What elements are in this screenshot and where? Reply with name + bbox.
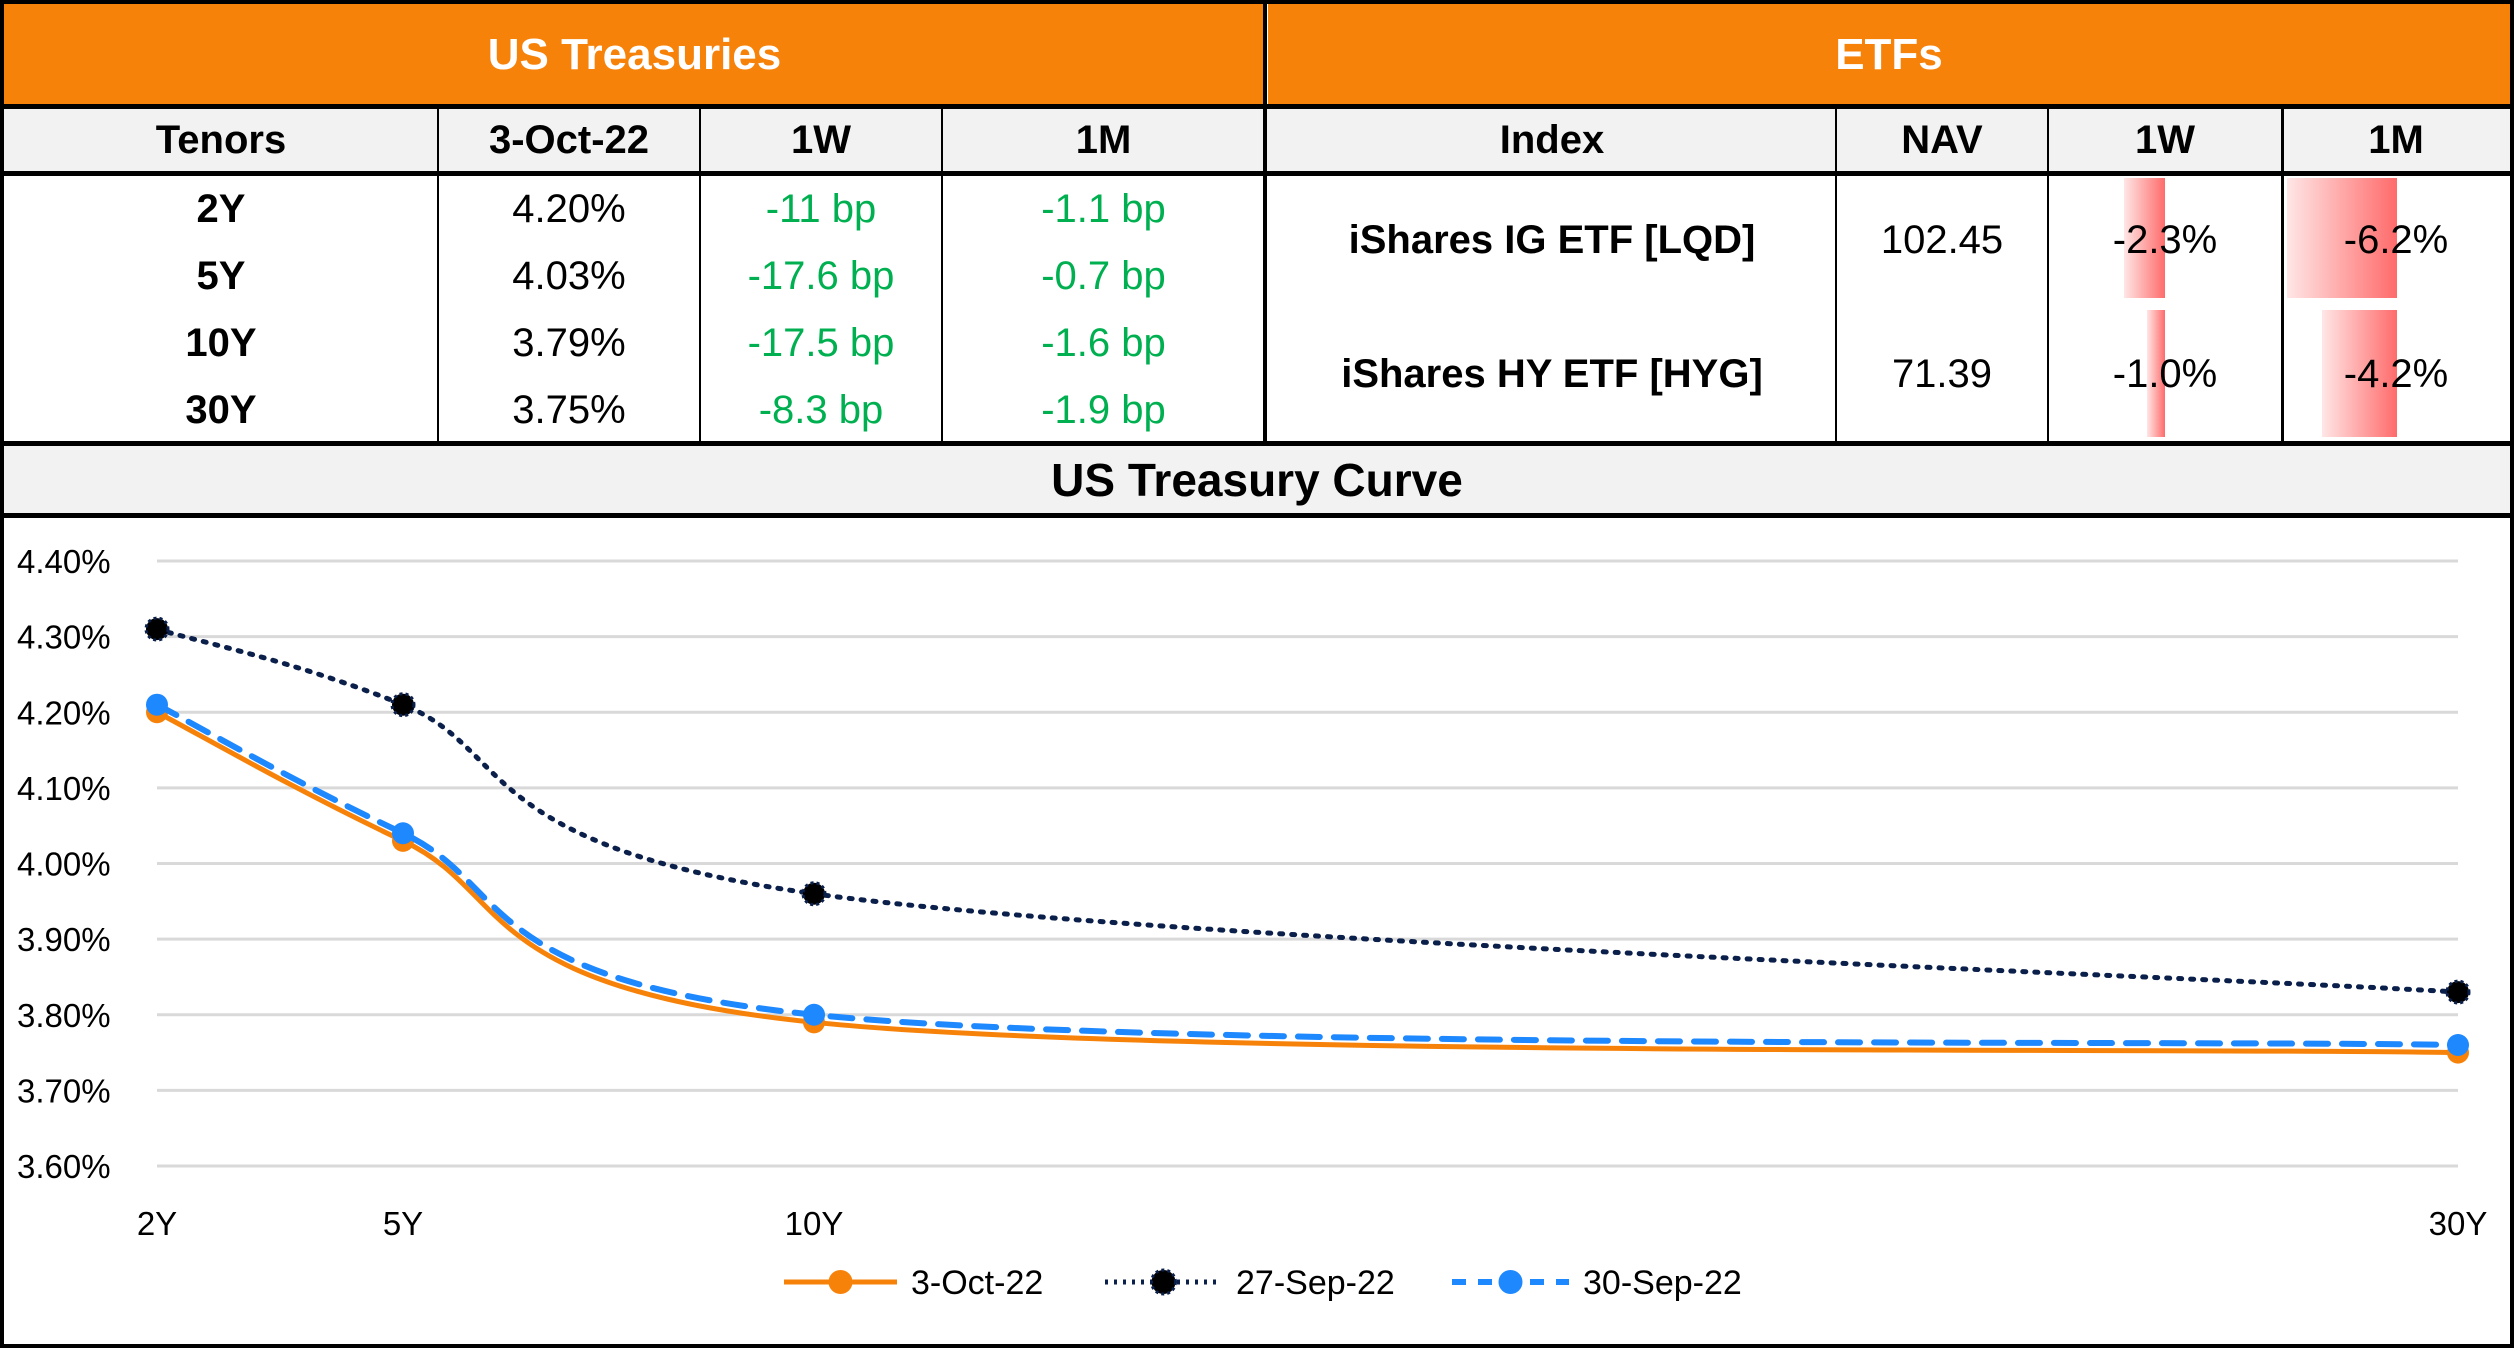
treasury-curve-chart: 4.40% 4.30% 4.20% 4.10% 4.00% 3.90% 3.80% 3.70%… — [17, 543, 2488, 1302]
y-tick-label: 4.40% — [17, 543, 111, 580]
etfs-header: ETFs — [1268, 4, 2510, 106]
y-tick-label: 4.00% — [17, 846, 111, 883]
legend-marker-27-Sep-22 — [1150, 1268, 1177, 1296]
x-tick-label: 5Y — [383, 1205, 423, 1242]
col-header-nav: NAV — [1901, 117, 1983, 162]
series-line-3-Oct-22 — [154, 709, 2461, 1056]
col-divider — [437, 106, 439, 443]
legend-marker-3-Oct-22 — [828, 1270, 853, 1294]
data-point-27-Sep-22 — [144, 616, 170, 642]
header-divider — [0, 104, 2514, 109]
col-header-index: Index — [1499, 117, 1605, 162]
change-1w-cell: -17.5 bp — [747, 320, 895, 365]
section-divider — [1263, 0, 1267, 443]
databar-hyg-1m — [2322, 310, 2397, 437]
databar-lqd-1w — [2124, 178, 2165, 298]
change-1m-cell: -1.6 bp — [1041, 320, 1166, 365]
table-bottom-divider — [0, 441, 2514, 446]
column-header-row — [4, 109, 2510, 171]
tenor-cell: 5Y — [196, 253, 246, 298]
tenor-cell: 2Y — [196, 186, 246, 231]
y-tick-label: 3.90% — [17, 921, 111, 958]
legend-marker-30-Sep-22 — [1498, 1270, 1523, 1294]
yield-cell: 4.20% — [512, 186, 626, 231]
data-point-30-Sep-22 — [146, 693, 168, 716]
col-divider — [699, 106, 701, 443]
series-line-30-Sep-22 — [154, 701, 2461, 1048]
col-divider — [941, 106, 943, 443]
col-divider — [2281, 106, 2284, 443]
data-point-27-Sep-22 — [2445, 979, 2471, 1005]
legend-label: 27-Sep-22 — [1236, 1264, 1395, 1302]
databar-lqd-1m — [2287, 178, 2397, 298]
tenor-cell: 30Y — [185, 387, 257, 432]
data-point-27-Sep-22 — [390, 692, 416, 718]
etf-change-1w-cell: -2.3% — [2112, 217, 2218, 262]
x-tick-label: 30Y — [2429, 1205, 2488, 1242]
us-treasuries-header: US Treasuries — [4, 4, 1265, 106]
legend-label: 30-Sep-22 — [1583, 1264, 1742, 1302]
data-point-30-Sep-22 — [392, 822, 414, 845]
change-1m-cell: -1.1 bp — [1041, 186, 1166, 231]
y-tick-label: 3.70% — [17, 1072, 111, 1109]
legend-label: 3-Oct-22 — [911, 1264, 1043, 1302]
chart-title-divider — [0, 513, 2514, 518]
col-header-1w: 1W — [791, 117, 851, 162]
series-line-27-Sep-22 — [154, 626, 2461, 995]
yield-cell: 3.75% — [512, 387, 626, 432]
change-1w-cell: -17.6 bp — [747, 253, 895, 298]
y-tick-label: 3.60% — [17, 1148, 111, 1185]
x-tick-label: 2Y — [137, 1205, 177, 1242]
chart-title: US Treasury Curve — [1051, 453, 1463, 506]
col-header-etf-1w: 1W — [2135, 117, 2195, 162]
y-tick-label: 4.10% — [17, 770, 111, 807]
y-tick-label: 4.30% — [17, 619, 111, 656]
data-point-30-Sep-22 — [803, 1003, 825, 1026]
change-1m-cell: -1.9 bp — [1041, 387, 1166, 432]
data-point-30-Sep-22 — [2447, 1034, 2469, 1056]
col-divider — [2047, 106, 2049, 443]
etf-name-cell: iShares IG ETF [LQD] — [1348, 217, 1756, 262]
change-1w-cell: -11 bp — [765, 186, 877, 231]
data-point-27-Sep-22 — [801, 881, 827, 907]
nav-cell: 102.45 — [1880, 217, 2004, 262]
yield-cell: 4.03% — [512, 253, 626, 298]
y-tick-label: 3.80% — [17, 997, 111, 1034]
yield-cell: 3.79% — [512, 320, 626, 365]
col-header-etf-1m: 1M — [2368, 117, 2424, 162]
etf-change-1m-cell: -6.2% — [2343, 217, 2449, 262]
etf-change-1w-cell: -1.0% — [2112, 352, 2218, 396]
tenor-cell: 10Y — [185, 320, 257, 365]
databar-hyg-1w — [2147, 310, 2165, 437]
col-divider — [1835, 106, 1837, 443]
etf-name-cell: iShares HY ETF [HYG] — [1341, 352, 1763, 396]
nav-cell: 71.39 — [1891, 352, 1993, 396]
y-tick-label: 4.20% — [17, 694, 111, 731]
us-treasuries-title: US Treasuries — [487, 30, 782, 79]
col-header-date: 3-Oct-22 — [488, 117, 650, 162]
etfs-title: ETFs — [1835, 30, 1943, 79]
header-row-divider — [0, 171, 2514, 176]
col-header-1m: 1M — [1075, 117, 1132, 162]
x-tick-label: 10Y — [785, 1205, 844, 1242]
chart-title-band: US Treasury Curve — [4, 446, 2510, 513]
change-1m-cell: -0.7 bp — [1041, 253, 1166, 298]
change-1w-cell: -8.3 bp — [758, 387, 884, 432]
etf-change-1m-cell: -4.2% — [2343, 352, 2449, 396]
col-header-tenors: Tenors — [155, 117, 287, 162]
